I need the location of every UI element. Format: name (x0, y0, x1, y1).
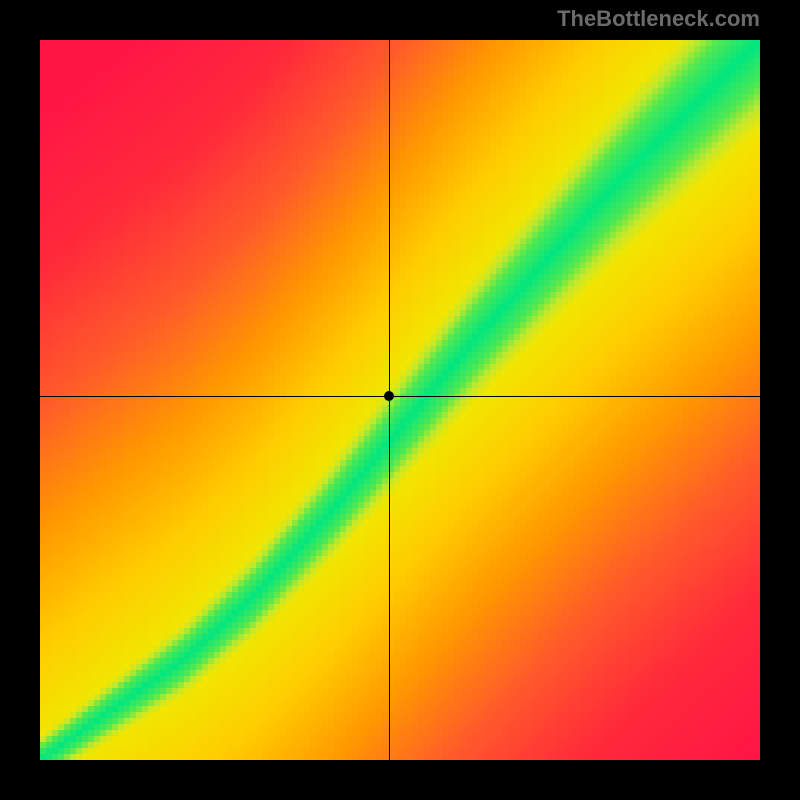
data-point-marker (384, 391, 394, 401)
heatmap-canvas (40, 40, 760, 760)
watermark-text: TheBottleneck.com (557, 6, 760, 32)
chart-container: TheBottleneck.com (0, 0, 800, 800)
plot-area (40, 40, 760, 760)
crosshair-horizontal (40, 396, 760, 397)
